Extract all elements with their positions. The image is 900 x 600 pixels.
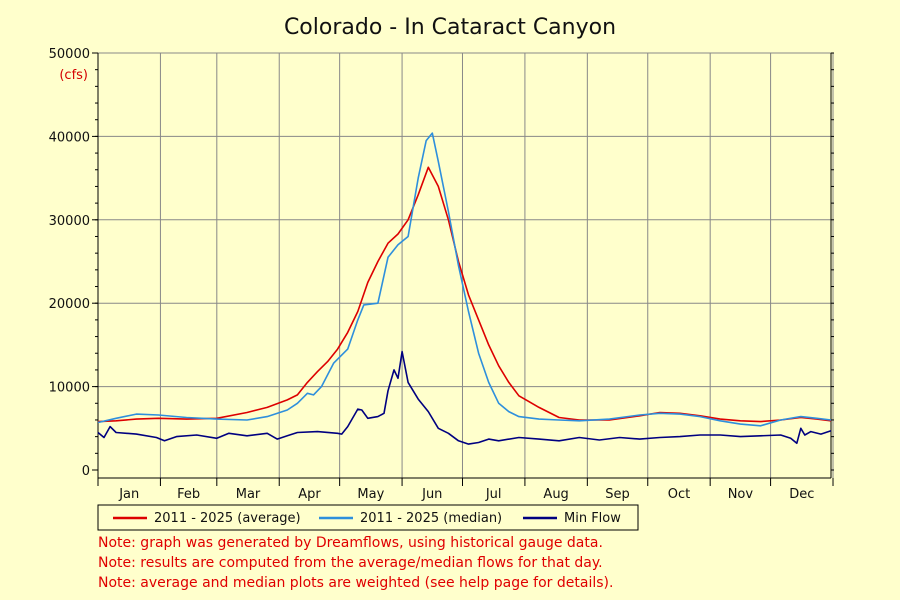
grid-lines: [97, 52, 834, 478]
y-tick-label: 10000: [49, 381, 90, 396]
series-lines: [97, 132, 832, 445]
legend-label-median: 2011 - 2025 (median): [360, 511, 502, 526]
x-tick-label-sep: Sep: [605, 487, 630, 502]
x-tick-label-apr: Apr: [298, 487, 321, 502]
y-tick-label: 40000: [49, 130, 90, 145]
x-tick-label-aug: Aug: [543, 487, 568, 502]
legend-label-average: 2011 - 2025 (average): [154, 511, 301, 526]
x-tick-label-jan: Jan: [118, 487, 139, 502]
x-tick-label-may: May: [357, 487, 384, 502]
note-line-1: Note: graph was generated by Dreamflows,…: [98, 535, 603, 551]
y-tick-label: 50000: [49, 47, 90, 62]
note-line-2: Note: results are computed from the aver…: [98, 555, 603, 571]
x-tick-label-feb: Feb: [177, 487, 200, 502]
y-tick-label: 30000: [49, 214, 90, 229]
y-tick-label: 20000: [49, 297, 90, 312]
x-tick-label-oct: Oct: [668, 487, 690, 502]
series-line-min-flow: [97, 350, 832, 445]
y-tick-label: 0: [82, 464, 90, 479]
legend: 2011 - 2025 (average) 2011 - 2025 (media…: [97, 504, 639, 531]
x-tick-label-jul: Jul: [485, 487, 502, 502]
legend-label-min-flow: Min Flow: [564, 511, 621, 526]
legend-box: [97, 504, 639, 531]
chart-title: Colorado - In Cataract Canyon: [284, 15, 616, 40]
plot-area: [98, 53, 831, 478]
x-tick-label-mar: Mar: [236, 487, 261, 502]
x-tick-label-dec: Dec: [789, 487, 814, 502]
x-tick-label-jun: Jun: [421, 487, 442, 502]
axes: 0 10000 20000 30000 40000 50000 Jan Feb Mar Apr Ma…: [49, 47, 834, 502]
series-line-median: [97, 132, 832, 427]
x-tick-label-nov: Nov: [728, 487, 754, 502]
y-axis-unit-label: (cfs): [59, 68, 88, 83]
note-line-3: Note: average and median plots are weigh…: [98, 575, 614, 591]
